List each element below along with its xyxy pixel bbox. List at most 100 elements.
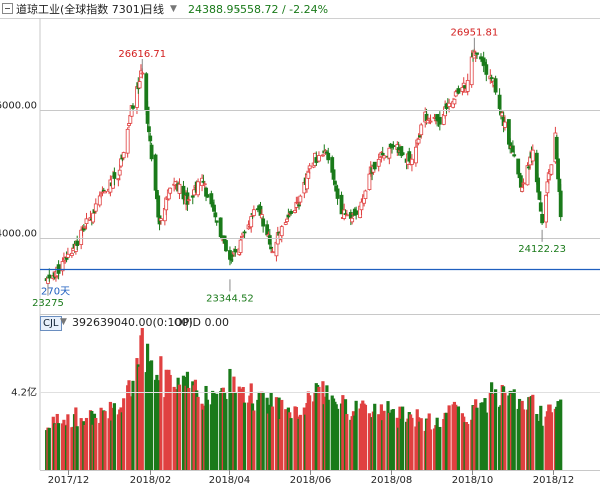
candle-body [410,158,414,165]
annotations: 26616.71 26951.81 23344.52 24122.23 270天2327… [32,28,566,309]
volume-bar [326,399,330,470]
price-change: -558.72 / -2.24% [236,3,329,16]
candle-body [525,165,530,186]
candle-body [289,210,293,214]
candle-body [428,120,433,123]
candles [44,48,563,289]
candle-body [75,240,80,246]
volume-bar [401,406,405,470]
candle-body [112,172,117,179]
candle-body [414,146,418,164]
candle-body [465,80,470,92]
volume-bar [363,404,368,470]
candle-body [456,88,461,94]
low-annotation: 24122.23 [518,244,566,255]
chevron-down-icon[interactable]: ▼ [60,317,67,327]
candle-body [249,216,254,228]
candle-body [510,145,515,153]
candle-body [339,194,344,215]
volume-bar [280,399,284,470]
chevron-down-icon[interactable]: ▼ [170,4,177,14]
volume-bar [159,356,163,470]
candle-body [69,252,74,256]
last-price: 24388.95 [188,3,241,16]
x-tick-label: 2018/06 [290,475,332,486]
candle-body [493,78,498,93]
x-tick-label: 2018/04 [209,475,251,486]
volume-bar [512,389,516,470]
candle-body [521,182,526,185]
candle-body [186,199,191,202]
x-tick-label: 2018/10 [452,475,494,486]
volume-bar [252,410,256,470]
x-tick-label: 2018/02 [130,475,172,486]
candle-body [453,91,458,97]
candle-body [117,169,122,176]
candle-body [372,161,377,170]
volume-bar [149,360,154,470]
candle-body [190,195,195,198]
volume-bar [131,380,135,470]
candle-body [205,194,210,198]
volume-bar [242,402,247,470]
volume-bar [475,407,479,470]
volume-bar [122,398,126,470]
volume-bar [233,392,237,470]
candle-body [544,194,548,223]
candle-body [391,145,396,147]
candle-body [326,152,331,161]
grid [39,18,600,471]
volume-bar [112,403,116,470]
candle-body [549,164,554,175]
volume-bar [94,417,98,470]
candle-body [137,81,142,89]
instrument-title[interactable]: 道琼工业(全球指数 7301) [16,3,145,16]
candle-body [540,213,545,224]
volume-bar [419,418,423,470]
candle-body [196,181,200,196]
candle-body [344,214,349,217]
x-tick-label: 2018/08 [371,475,413,486]
candle-body [380,152,385,156]
volume-bar [410,417,414,470]
candle-body [47,274,52,279]
candle-body [213,212,218,218]
volume-bars [45,327,563,470]
candle-body [407,151,412,162]
candle-body [224,240,228,252]
collapse-icon[interactable] [2,3,13,14]
volume-bar [559,399,563,470]
candle-body [202,183,207,186]
volume-bar [47,427,51,470]
low-annotation: 23344.52 [206,293,254,304]
candle-body [242,231,247,234]
candle-body [297,204,301,207]
candle-body [306,171,311,179]
candle-body [267,235,272,245]
candle-body [91,212,96,223]
x-tick-label: 2017/12 [48,475,90,486]
volume-bar [447,405,451,470]
volume-bar [354,400,358,470]
candle-body [153,154,158,191]
candle-body [238,239,243,253]
price-y-tick: 26000.00 [0,101,37,112]
candle-body [503,121,507,128]
candle-body [156,195,161,218]
volume-bar [215,393,219,470]
volume-bar [75,426,79,470]
high-annotation: 26616.71 [118,49,166,60]
candle-body [285,218,289,222]
volume-bar [456,406,461,470]
volume-bar [177,384,182,470]
period-selector[interactable]: 日线 [142,3,164,16]
candle-body [214,220,219,223]
candle-body [121,152,126,159]
candle-body [148,135,153,142]
volume-bar [205,399,209,470]
volume-indicator-label[interactable]: CJL [40,316,62,331]
candle-body [359,201,364,211]
volume-bar [66,414,70,470]
candle-body [60,261,65,272]
